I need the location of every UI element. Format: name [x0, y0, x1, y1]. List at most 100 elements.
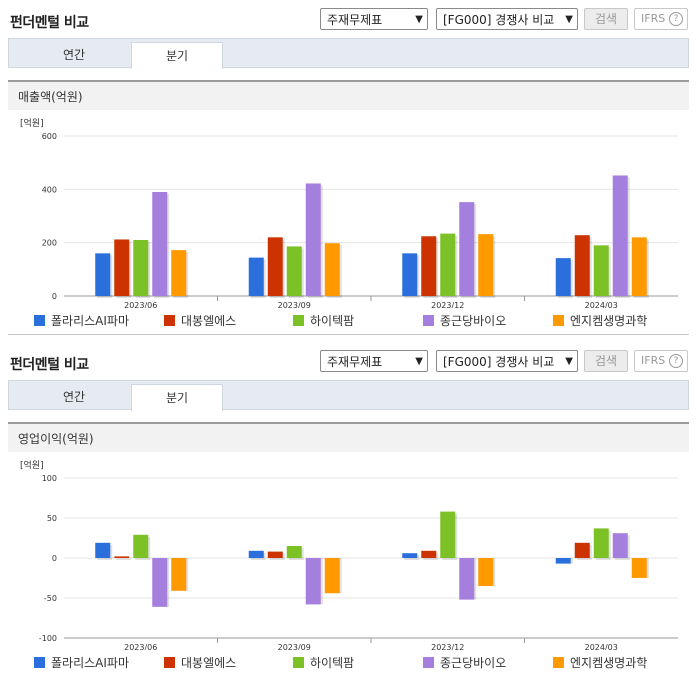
x-tick-label: 2024/03 [585, 301, 618, 308]
bar [555, 258, 571, 296]
compare-select[interactable]: [FG000] 경쟁사 비교 ▼ [436, 8, 578, 30]
y-tick-label: 50 [47, 514, 57, 523]
search-button[interactable]: 검색 [584, 350, 628, 372]
bar [248, 550, 264, 558]
legend-swatch [553, 657, 564, 668]
bar [305, 558, 321, 605]
period-tabs: 연간 분기 [8, 38, 689, 69]
statement-select[interactable]: 주재무제표 ▼ [320, 350, 428, 372]
bar [421, 236, 437, 296]
legend-item[interactable]: 폴라리스AI파마 [34, 654, 129, 672]
y-tick-label: 200 [42, 239, 57, 248]
legend-label: 종근당바이오 [440, 314, 507, 328]
bar-shadow [116, 558, 132, 560]
y-tick-label: 400 [42, 185, 57, 194]
tab-annual[interactable]: 연간 [62, 48, 86, 62]
y-unit-label: [억원] [20, 117, 44, 129]
y-tick-label: -100 [39, 634, 57, 643]
legend-swatch [293, 315, 304, 326]
bar [114, 556, 130, 558]
bar [478, 558, 494, 586]
ifrs-label: IFRS [641, 12, 666, 25]
x-tick-label: 2023/09 [278, 643, 311, 650]
legend-swatch [423, 657, 434, 668]
legend-label: 엔지켐생명과학 [570, 314, 648, 328]
x-tick-label: 2024/03 [585, 643, 618, 650]
bar [133, 240, 149, 296]
bar [440, 233, 456, 296]
x-tick-label: 2023/09 [278, 301, 311, 308]
ifrs-label: IFRS [641, 354, 666, 367]
tab-quarterly[interactable]: 분기 [131, 384, 223, 411]
bar [152, 192, 168, 296]
bar [286, 246, 302, 296]
bar [171, 558, 187, 591]
x-tick-label: 2023/12 [431, 301, 464, 308]
bar [459, 202, 475, 296]
period-tabs: 연간 분기 [8, 380, 689, 411]
legend-label: 하이텍팜 [310, 314, 355, 328]
legend-swatch [293, 657, 304, 668]
statement-select-value: 주재무제표 [327, 355, 383, 369]
legend-item[interactable]: 종근당바이오 [423, 312, 506, 330]
chart-legend: 폴라리스AI파마 대봉엘에스 하이텍팜 종근당바이오 엔지켐생명과학 [8, 654, 689, 674]
statement-select[interactable]: 주재무제표 ▼ [320, 8, 428, 30]
x-tick-label: 2023/06 [124, 301, 157, 308]
y-tick-label: 600 [42, 132, 57, 141]
legend-item[interactable]: 엔지켐생명과학 [553, 312, 647, 330]
bar [478, 234, 494, 296]
chevron-down-icon: ▼ [565, 14, 573, 25]
help-icon: ? [669, 354, 683, 368]
panel-title: 펀더멘털 비교 [10, 15, 89, 31]
bar [402, 253, 418, 296]
bar [574, 235, 590, 296]
bar [440, 511, 456, 558]
legend-label: 대봉엘에스 [181, 314, 237, 328]
search-button[interactable]: 검색 [584, 8, 628, 30]
y-tick-label: 0 [52, 554, 57, 563]
compare-select[interactable]: [FG000] 경쟁사 비교 ▼ [436, 350, 578, 372]
bar [267, 551, 283, 558]
legend-label: 하이텍팜 [310, 656, 355, 670]
bar [324, 558, 340, 594]
bar [248, 257, 264, 296]
bar [631, 558, 647, 578]
divider [8, 334, 689, 335]
legend-item[interactable]: 종근당바이오 [423, 654, 506, 672]
chevron-down-icon: ▼ [565, 356, 573, 367]
legend-item[interactable]: 엔지켐생명과학 [553, 654, 647, 672]
ifrs-help-button[interactable]: IFRS? [634, 8, 688, 30]
bar [555, 558, 571, 564]
bar [95, 253, 111, 296]
legend-swatch [423, 315, 434, 326]
legend-label: 폴라리스AI파마 [51, 314, 129, 328]
x-tick-label: 2023/12 [431, 643, 464, 650]
compare-select-value: [FG000] 경쟁사 비교 [443, 13, 555, 27]
bar [324, 243, 340, 296]
legend-swatch [164, 315, 175, 326]
legend-item[interactable]: 폴라리스AI파마 [34, 312, 129, 330]
legend-item[interactable]: 하이텍팜 [293, 654, 354, 672]
legend-item[interactable]: 하이텍팜 [293, 312, 354, 330]
compare-select-value: [FG000] 경쟁사 비교 [443, 355, 555, 369]
bar [286, 546, 302, 558]
legend-label: 엔지켐생명과학 [570, 656, 648, 670]
section-title: 매출액(억원) [8, 80, 689, 110]
bar [114, 239, 130, 296]
legend-label: 폴라리스AI파마 [51, 656, 129, 670]
ifrs-help-button[interactable]: IFRS? [634, 350, 688, 372]
bar [402, 553, 418, 558]
revenue-bar-chart: [억원] 0 200 400 600 2023/06 2023/09 2023/12 2024/… [20, 117, 678, 308]
legend-item[interactable]: 대봉엘에스 [164, 312, 236, 330]
bar [95, 542, 111, 558]
bar [574, 542, 590, 558]
legend-item[interactable]: 대봉엘에스 [164, 654, 236, 672]
tab-annual[interactable]: 연간 [62, 390, 86, 404]
bar [459, 558, 475, 600]
tab-quarterly[interactable]: 분기 [131, 42, 223, 69]
y-tick-label: 0 [52, 292, 57, 301]
bar [593, 528, 609, 558]
chevron-down-icon: ▼ [415, 356, 423, 367]
bar [152, 558, 168, 607]
panel-title: 펀더멘털 비교 [10, 357, 89, 373]
